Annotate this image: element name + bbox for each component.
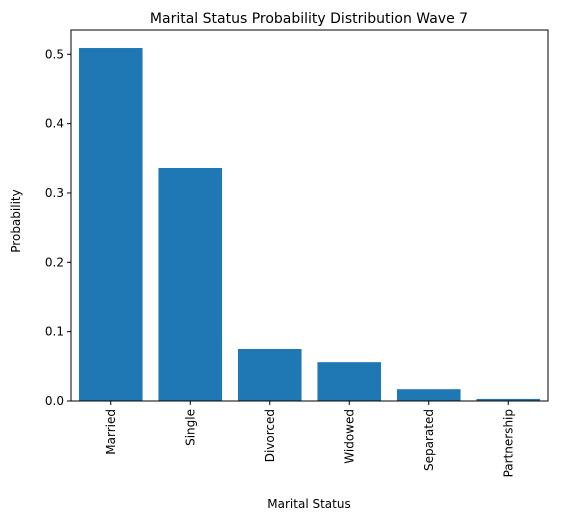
x-tick-label: Married <box>104 409 118 455</box>
x-tick-label: Divorced <box>263 409 277 462</box>
bar-separated <box>396 389 461 401</box>
bar-divorced <box>237 348 302 401</box>
x-tick-label: Single <box>183 409 197 446</box>
y-tick-label: 0.5 <box>45 47 64 61</box>
y-tick-label: 0.4 <box>45 117 64 131</box>
x-tick-label: Separated <box>422 409 436 471</box>
y-axis-ticks: 0.0 0.1 0.2 0.3 0.4 0.5 <box>45 47 71 408</box>
y-tick-label: 0.0 <box>45 394 64 408</box>
x-tick-label: Partnership <box>501 409 515 477</box>
bar-widowed <box>317 362 382 401</box>
y-tick-label: 0.1 <box>45 325 64 339</box>
chart-title: Marital Status Probability Distribution … <box>150 11 468 27</box>
bar-partnership <box>476 398 541 401</box>
y-tick-label: 0.3 <box>45 186 64 200</box>
x-axis-label: Marital Status <box>267 497 350 511</box>
x-axis-ticks: Married Single Divorced Widowed Separated Par… <box>104 401 515 477</box>
bars-group <box>78 48 541 401</box>
plot-frame <box>70 29 549 402</box>
x-tick-label: Widowed <box>342 409 356 464</box>
bar-married <box>78 48 143 401</box>
y-tick-label: 0.2 <box>45 255 64 269</box>
y-axis-label: Probability <box>9 189 23 252</box>
bar-single <box>158 167 223 401</box>
